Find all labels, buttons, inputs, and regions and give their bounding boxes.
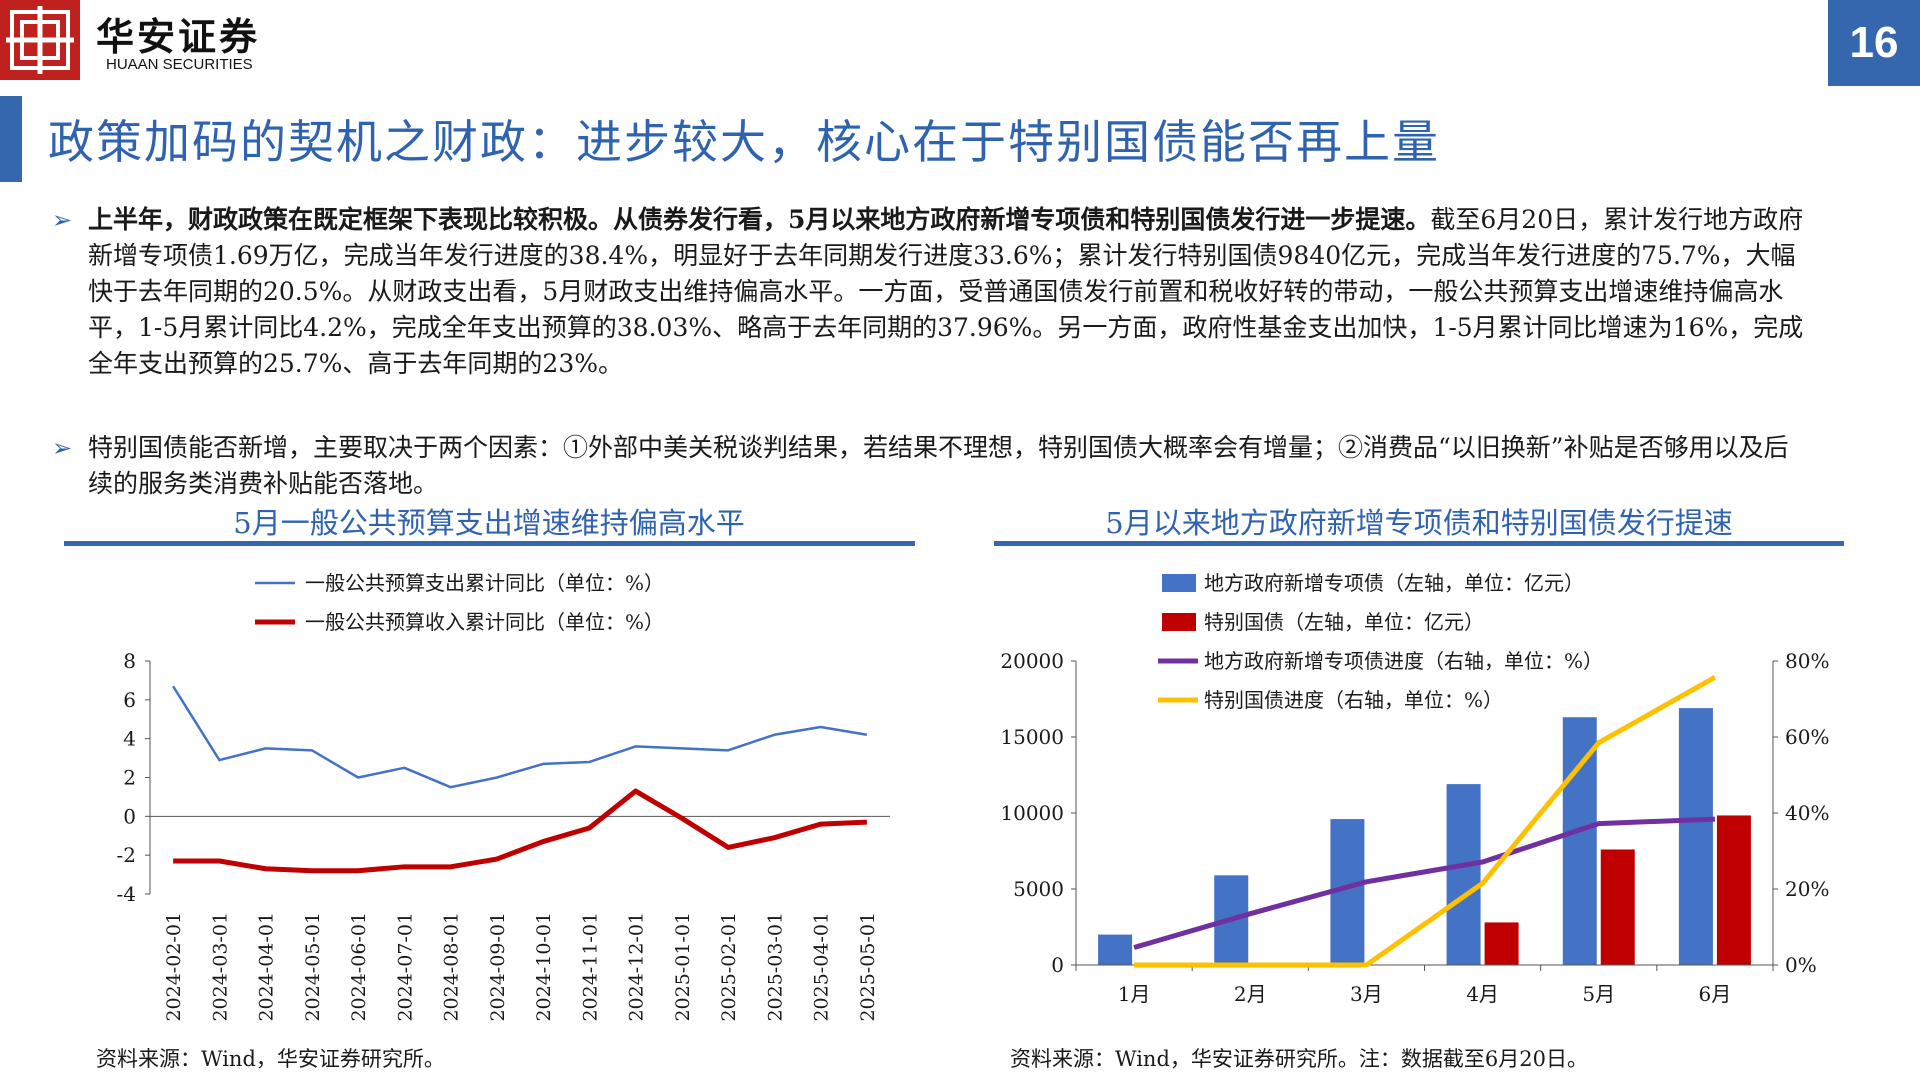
logo-english-text: HUAAN SECURITIES (106, 56, 253, 73)
title-accent-bar (0, 96, 22, 182)
y-tick-label: -2 (117, 843, 136, 867)
left-chart-source: 资料来源：Wind，华安证券研究所。 (96, 1047, 445, 1071)
page-title: 政策加码的契机之财政：进步较大，核心在于特别国债能否再上量 (48, 115, 1440, 169)
x-tick-label: 2024-12-01 (626, 912, 648, 1022)
bullet-1: ➢ 上半年，财政政策在既定框架下表现比较积极。从债券发行看，5月以来地方政府新增… (52, 202, 1808, 382)
x-tick-label: 2025-05-01 (857, 912, 879, 1022)
series-line (172, 685, 868, 789)
y-left-tick-label: 5000 (1013, 877, 1064, 901)
y-left-tick-label: 0 (1051, 953, 1064, 977)
logo-chinese-text: 华安证券 (96, 15, 261, 59)
y-left-tick-label: 10000 (1000, 801, 1064, 825)
x-tick-label: 2024-10-01 (533, 912, 555, 1022)
series-line (1133, 816, 1716, 950)
right-chart-rule (994, 541, 1844, 546)
x-tick-label: 2025-03-01 (764, 912, 786, 1022)
legend-label: 一般公共预算支出累计同比（单位：%） (305, 571, 664, 595)
x-tick-label: 4月 (1466, 982, 1499, 1006)
x-tick-label: 2024-06-01 (348, 912, 370, 1022)
y-right-tick-label: 60% (1785, 725, 1829, 749)
left-chart-heading: 5月一般公共预算支出增速维持偏高水平 (233, 506, 745, 540)
bar (1446, 784, 1481, 965)
y-tick-label: 6 (123, 688, 136, 712)
x-tick-label: 2月 (1234, 982, 1267, 1006)
y-left-tick-label: 20000 (1000, 649, 1064, 673)
page-number: 16 (1828, 0, 1920, 86)
bar (1562, 717, 1597, 965)
y-tick-label: 0 (123, 804, 136, 828)
bar (1484, 922, 1519, 965)
legend-swatch (1162, 613, 1196, 631)
legend-label: 特别国债（左轴，单位：亿元） (1204, 610, 1484, 634)
right-chart-heading: 5月以来地方政府新增专项债和特别国债发行提速 (1105, 506, 1733, 540)
x-tick-label: 6月 (1699, 982, 1732, 1006)
y-left-tick-label: 15000 (1000, 725, 1064, 749)
x-tick-label: 2024-11-01 (579, 912, 601, 1022)
x-tick-label: 2025-01-01 (672, 912, 694, 1022)
legend-swatch (1162, 574, 1196, 592)
right-bar-line-chart: 20000 15000 10000 5000 0 80% 60% 40% 20% 0% 1月 2月 3月… (1000, 571, 1829, 1006)
series-line (1134, 675, 1717, 968)
y-tick-label: 8 (123, 649, 136, 673)
left-line-chart: 一般公共预算支出累计同比（单位：%） 一般公共预算收入累计同比（单位：%） 8 6 4 2… (117, 571, 890, 1022)
x-tick-label: 2024-08-01 (441, 912, 463, 1022)
x-tick-label: 3月 (1350, 982, 1383, 1006)
y-right-tick-label: 0% (1785, 953, 1817, 977)
bullet-2: ➢ 特别国债能否新增，主要取决于两个因素：①外部中美关税谈判结果，若结果不理想，… (52, 430, 1808, 502)
bullet-1-text: 截至6月20日，累计发行地方政府新增专项债1.69万亿，完成当年发行进度的38.… (88, 205, 1804, 378)
huaan-logo-icon (0, 0, 80, 80)
left-chart-rule (64, 541, 915, 546)
bar (1678, 708, 1713, 965)
y-tick-label: 4 (123, 727, 136, 751)
x-tick-label: 2024-03-01 (209, 912, 231, 1022)
y-right-tick-label: 40% (1785, 801, 1829, 825)
bar (1716, 815, 1751, 965)
legend-label: 一般公共预算收入累计同比（单位：%） (305, 610, 664, 634)
arrow-bullet-icon: ➢ (52, 206, 73, 234)
y-right-tick-label: 20% (1785, 877, 1829, 901)
x-tick-label: 2024-04-01 (256, 912, 278, 1022)
bar (1600, 849, 1635, 965)
x-tick-label: 2024-02-01 (163, 912, 185, 1022)
y-right-tick-label: 80% (1785, 649, 1829, 673)
x-tick-label: 2025-02-01 (718, 912, 740, 1022)
y-tick-label: -4 (117, 882, 136, 906)
bullet-1-bold: 上半年，财政政策在既定框架下表现比较积极。从债券发行看，5月以来地方政府新增专项… (88, 205, 1431, 234)
arrow-bullet-icon: ➢ (52, 434, 73, 462)
x-tick-label: 5月 (1582, 982, 1615, 1006)
logo-mark-icon (0, 0, 80, 80)
legend-label: 地方政府新增专项债（左轴，单位：亿元） (1204, 571, 1584, 595)
legend-label: 地方政府新增专项债进度（右轴，单位：%） (1204, 649, 1603, 673)
bar (1098, 934, 1133, 965)
series-line (173, 788, 867, 874)
legend-label: 特别国债进度（右轴，单位：%） (1204, 688, 1503, 712)
x-tick-label: 2024-07-01 (394, 912, 416, 1022)
right-chart-source: 资料来源：Wind，华安证券研究所。注：数据截至6月20日。 (1010, 1047, 1588, 1071)
x-tick-label: 2024-09-01 (487, 912, 509, 1022)
y-tick-label: 2 (123, 766, 136, 790)
x-tick-label: 2025-04-01 (811, 912, 833, 1022)
bullet-2-text: 特别国债能否新增，主要取决于两个因素：①外部中美关税谈判结果，若结果不理想，特别… (88, 433, 1789, 498)
x-tick-label: 2024-05-01 (302, 912, 324, 1022)
x-tick-label: 1月 (1118, 982, 1151, 1006)
